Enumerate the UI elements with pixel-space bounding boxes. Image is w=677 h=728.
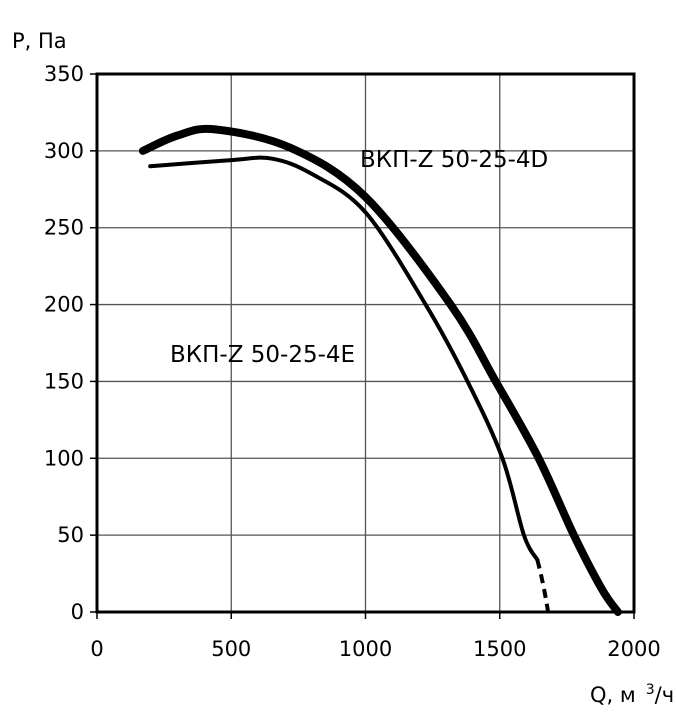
y-tick-label: 300 (44, 139, 84, 163)
series-label-4e: ВКП-Z 50-25-4E (170, 342, 355, 368)
x-axis-label: Q, м 3/ч (590, 682, 674, 707)
series-line-0 (138, 124, 622, 616)
x-tick-label: 1500 (473, 637, 526, 661)
curves (138, 124, 622, 616)
y-tick-label: 50 (57, 523, 84, 547)
x-tick-label: 0 (90, 637, 103, 661)
series-dashed-extension-1 (535, 559, 551, 613)
y-tick-label: 150 (44, 369, 84, 393)
y-tick-label: 200 (44, 293, 84, 317)
y-tick-label: 350 (44, 62, 84, 86)
ticks: 0 500 1000 1500 2000 0 50 100 150 200 250 300 350 (44, 62, 661, 661)
x-tick-label: 1000 (339, 637, 392, 661)
y-axis-label: P, Па (12, 29, 67, 53)
x-tick-label: 500 (211, 637, 251, 661)
y-tick-label: 250 (44, 216, 84, 240)
y-tick-label: 100 (44, 446, 84, 470)
y-tick-label: 0 (71, 600, 84, 624)
x-tick-label: 2000 (607, 637, 660, 661)
series-line-1 (148, 155, 540, 562)
series-label-4d: ВКП-Z 50-25-4D (360, 147, 548, 173)
